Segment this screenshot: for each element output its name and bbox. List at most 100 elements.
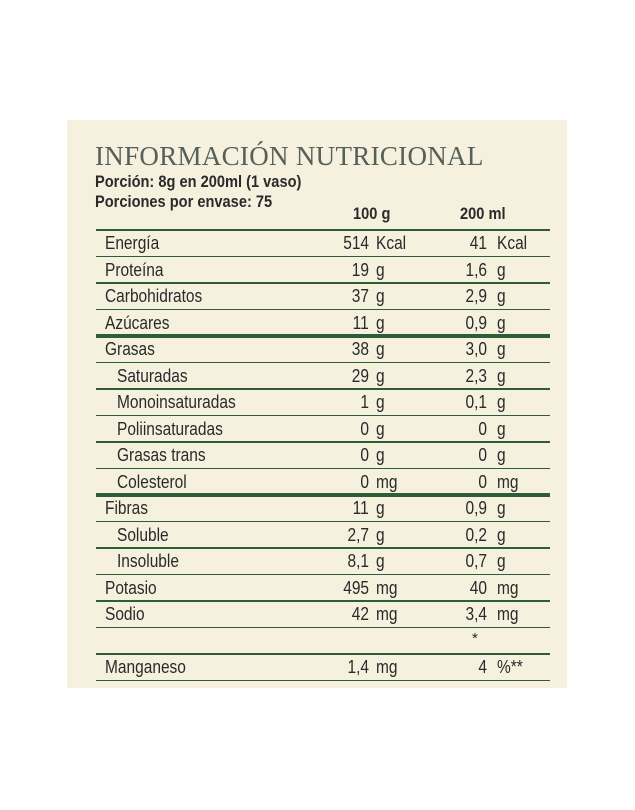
row-label: Fibras [105,498,149,518]
row-label: Azúcares [105,312,170,333]
row-label: Insoluble [117,551,179,571]
label-panel [67,120,567,688]
row-rule [96,255,550,257]
value-100g: 1,4 [347,657,369,677]
row-label: Soluble [117,524,169,545]
unit-200ml: g [497,445,506,465]
unit-100g: mg [376,577,398,598]
row-rule [96,441,550,443]
value-200ml: 0 [478,471,487,492]
row-rule [96,520,550,522]
row-rule [96,600,550,602]
row-rule [96,282,550,284]
value-100g: 11 [352,498,369,518]
unit-200ml: mg [497,471,519,492]
title: INFORMACIÓN NUTRICIONAL [95,141,484,171]
unit-100g: g [376,286,385,306]
value-200ml: 4 [478,657,487,677]
row-rule [96,414,550,416]
section-rule [96,334,550,338]
value-100g: 42 [351,604,369,624]
row-label: Saturadas [117,365,188,386]
unit-200ml: g [497,524,506,545]
row-label: Colesterol [117,471,187,492]
row-label: Manganeso [105,657,186,677]
servings-per-package: Porciones por envase: 75 [95,192,273,211]
unit-200ml: g [497,392,506,412]
value-200ml: 2,9 [465,286,487,306]
unit-200ml: mg [497,604,519,624]
unit-200ml: g [497,418,506,439]
value-200ml: 41 [469,233,487,253]
unit-100g: mg [376,471,398,492]
value-200ml: 40 [469,577,487,598]
unit-100g: mg [376,657,398,677]
value-200ml: 0,9 [465,498,487,518]
section-rule [96,493,550,497]
unit-100g: g [376,312,385,333]
value-100g: 0 [360,445,369,465]
row-label: Grasas trans [117,445,206,465]
row-rule [96,361,550,363]
unit-200ml: g [497,498,506,518]
unit-100g: Kcal [376,233,407,253]
value-100g: 11 [352,312,369,333]
row-label: Proteína [105,259,164,280]
row-label: Energía [105,233,160,253]
unit-200ml: g [497,259,506,280]
value-200ml: 3,4 [465,604,487,624]
value-100g: 0 [360,418,369,439]
value-200ml: 0,2 [465,524,487,545]
row-rule [96,573,550,575]
value-100g: 514 [343,233,369,253]
value-100g: 29 [351,365,369,386]
unit-200ml: g [497,312,506,333]
row-label: Potasio [105,577,157,598]
column-header: 100 g [353,204,391,223]
unit-100g: g [376,445,385,465]
unit-100g: g [376,259,385,280]
value-100g: 1 [360,392,369,412]
value-100g: 2,7 [347,524,369,545]
value-100g: 8,1 [347,551,369,571]
row-rule [96,653,550,655]
value-200ml: 0 [478,445,487,465]
value-100g: 38 [351,339,369,359]
row-rule [96,467,550,469]
row-label: Grasas [105,339,155,359]
row-label: Poliinsaturadas [117,418,223,439]
unit-100g: g [376,524,385,545]
row-rule [96,679,550,681]
row-label: Carbohidratos [105,286,203,306]
unit-200ml: %** [497,657,523,677]
unit-100g: g [376,498,385,518]
footnote-mark: * [472,629,478,647]
unit-200ml: g [497,286,506,306]
row-rule [96,626,550,628]
value-100g: 37 [351,286,369,306]
unit-100g: g [376,365,385,386]
row-label: Monoinsaturadas [117,392,236,412]
row-label: Sodio [105,604,145,624]
unit-200ml: mg [497,577,519,598]
unit-200ml: g [497,551,506,571]
row-rule [96,308,550,310]
value-100g: 19 [351,259,369,280]
value-200ml: 0,7 [465,551,487,571]
value-200ml: 1,6 [465,259,487,280]
column-header: 200 ml [460,204,506,223]
value-200ml: 3,0 [465,339,487,359]
unit-200ml: g [497,365,506,386]
value-200ml: 0,1 [465,392,487,412]
serving: Porción: 8g en 200ml (1 vaso) [95,172,302,191]
unit-200ml: g [497,339,506,359]
unit-100g: g [376,551,385,571]
unit-200ml: Kcal [497,233,528,253]
value-200ml: 0,9 [465,312,487,333]
value-200ml: 2,3 [465,365,487,386]
value-100g: 495 [343,577,369,598]
unit-100g: g [376,339,385,359]
value-100g: 0 [360,471,369,492]
value-200ml: 0 [478,418,487,439]
